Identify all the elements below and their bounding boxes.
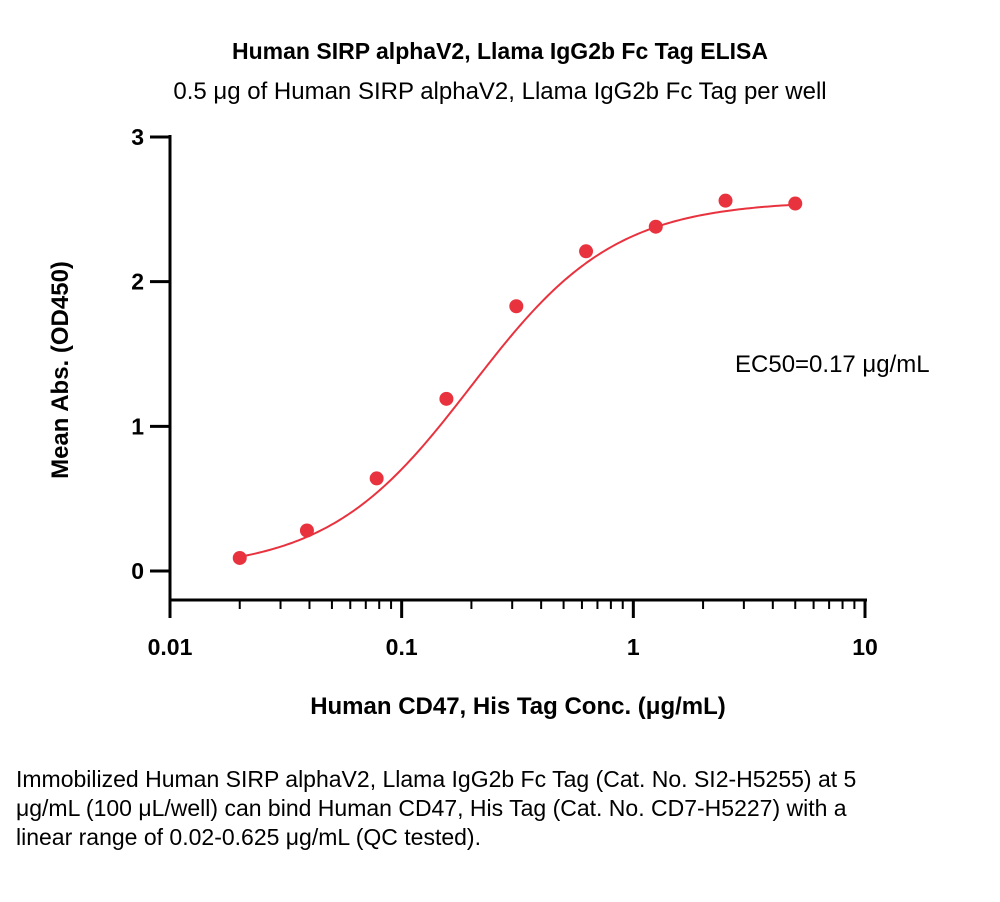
- data-point: [579, 244, 594, 259]
- elisa-chart: 0 1 2 3 0.01 0.1 1 10 Mean Abs. (OD450) Human C…: [47, 124, 930, 720]
- x-tick-label: 10: [852, 634, 878, 660]
- y-tick-label: 0: [131, 558, 144, 584]
- ec50-annotation: EC50=0.17 μg/mL: [735, 351, 930, 378]
- chart-subtitle: 0.5 μg of Human SIRP alphaV2, Llama IgG2…: [173, 78, 827, 105]
- y-tick-label: 2: [131, 269, 144, 295]
- y-axis-label: Mean Abs. (OD450): [47, 261, 74, 479]
- axes: 0 1 2 3 0.01 0.1 1 10: [131, 124, 878, 660]
- y-tick-label: 3: [131, 124, 144, 150]
- data-point: [648, 219, 663, 234]
- data-points: [232, 193, 803, 565]
- x-tick-label: 0.01: [148, 634, 193, 660]
- figure-caption: Immobilized Human SIRP alphaV2, Llama Ig…: [16, 766, 857, 850]
- x-axis-label: Human CD47, His Tag Conc. (μg/mL): [310, 693, 726, 720]
- data-point: [509, 299, 524, 314]
- chart-title: Human SIRP alphaV2, Llama IgG2b Fc Tag E…: [232, 38, 768, 64]
- data-point: [718, 193, 733, 208]
- data-point: [788, 196, 803, 211]
- x-tick-label: 1: [627, 634, 640, 660]
- data-point: [369, 471, 384, 486]
- y-tick-label: 1: [131, 413, 144, 439]
- data-point: [439, 391, 454, 406]
- x-tick-label: 0.1: [386, 634, 418, 660]
- fit-curve-group: [239, 203, 796, 558]
- fit-curve: [239, 203, 796, 558]
- data-point: [299, 523, 314, 538]
- data-point: [232, 550, 247, 565]
